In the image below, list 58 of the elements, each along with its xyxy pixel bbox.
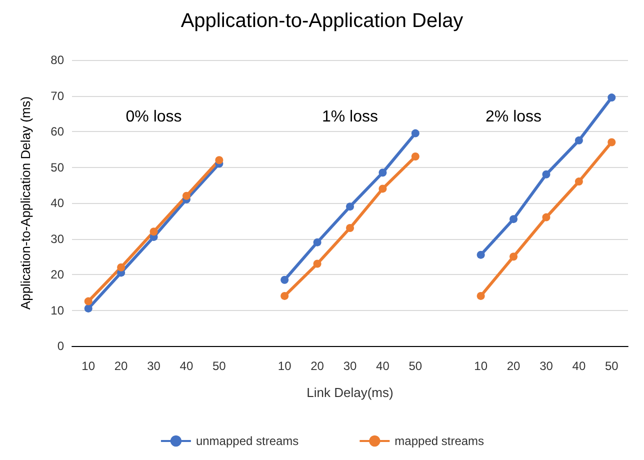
y-tick-label: 30 (50, 232, 64, 246)
point (280, 276, 289, 284)
point (346, 224, 354, 232)
point (117, 263, 126, 272)
x-tick-label: 30 (147, 359, 161, 373)
point (280, 292, 289, 300)
point (476, 292, 485, 300)
x-tick-label: 40 (376, 359, 390, 373)
y-tick-label: 0 (57, 339, 64, 353)
legend-label: unmapped streams (196, 434, 299, 448)
y-tick-label: 10 (50, 303, 64, 318)
point (411, 129, 420, 138)
point (542, 213, 550, 222)
annotation: 2% loss (486, 108, 542, 126)
y-tick-label: 60 (50, 124, 64, 138)
y-axis-title: Application-to-Application Delay (ms) (18, 96, 33, 310)
annotation: 0% loss (126, 108, 182, 126)
y-tick-label: 50 (50, 160, 64, 174)
point (378, 168, 387, 177)
y-tick-label: 40 (50, 196, 64, 210)
point (542, 170, 550, 178)
x-tick-label: 40 (180, 359, 194, 373)
x-tick-label: 50 (408, 359, 422, 373)
point (476, 250, 485, 259)
x-tick-label: 50 (212, 359, 226, 373)
y-tick-label: 70 (50, 88, 64, 103)
x-tick-label: 40 (572, 359, 586, 373)
point (150, 228, 158, 236)
point (574, 136, 583, 144)
x-tick-label: 30 (343, 359, 357, 373)
point (182, 192, 190, 200)
point (411, 152, 420, 161)
point (84, 304, 92, 312)
point (84, 297, 92, 306)
y-tick-label: 20 (50, 268, 64, 282)
x-tick-label: 10 (474, 359, 488, 373)
annotation: 1% loss (322, 108, 378, 126)
point (574, 178, 583, 186)
x-tick-label: 20 (506, 359, 521, 373)
point (510, 215, 518, 224)
chart-title: Application-to-Application Delay (180, 10, 464, 32)
point (313, 260, 322, 268)
point (608, 94, 616, 102)
point (313, 238, 322, 246)
x-tick-label: 30 (540, 359, 554, 373)
x-axis-title: Link Delay(ms) (306, 385, 394, 400)
x-tick-label: 20 (114, 359, 128, 373)
point (346, 202, 354, 211)
y-tick-label: 80 (50, 53, 64, 67)
x-tick-label: 20 (310, 359, 324, 373)
point (510, 252, 518, 261)
point (608, 138, 616, 146)
point (215, 156, 224, 164)
x-tick-label: 50 (604, 359, 619, 373)
point (378, 184, 387, 193)
x-tick-label: 10 (82, 359, 96, 373)
x-tick-label: 10 (278, 359, 292, 373)
legend-label: mapped streams (394, 434, 484, 448)
